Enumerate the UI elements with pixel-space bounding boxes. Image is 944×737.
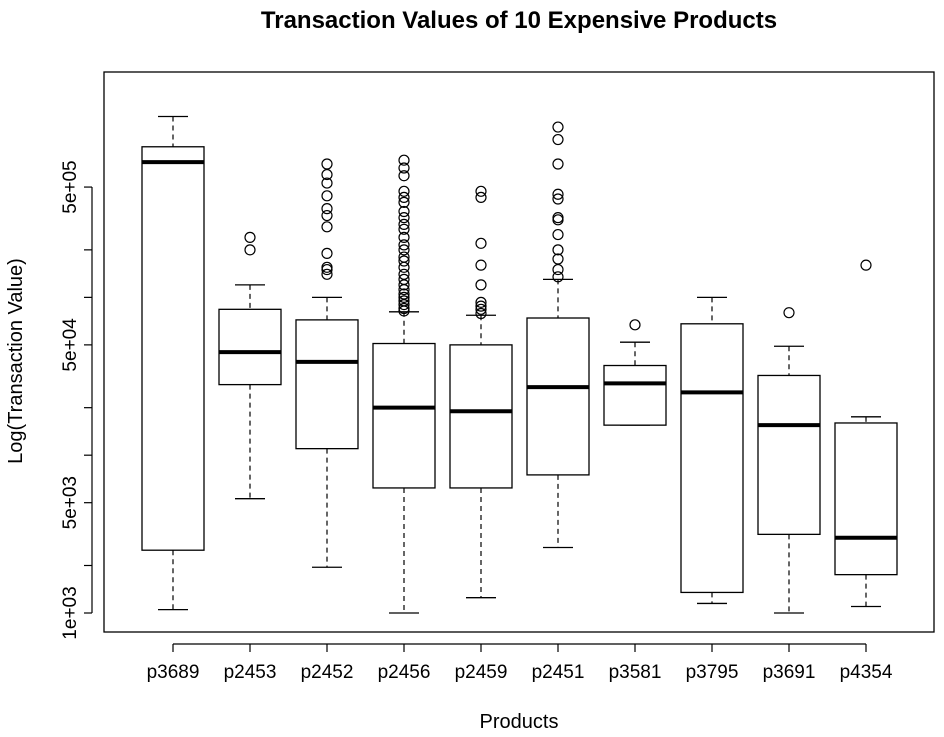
outlier-point (860, 259, 872, 271)
x-tick-label: p2451 (532, 662, 585, 683)
outlier-point (552, 228, 564, 241)
outlier-point (475, 259, 487, 271)
outlier-point (321, 158, 333, 170)
outlier-point (398, 273, 410, 285)
outlier-point (552, 158, 564, 170)
x-axis: p3689 p2453 p2452 p2456 p2459 p2451 p3581 p3795… (147, 643, 893, 683)
outlier-point (398, 205, 410, 218)
outlier-point (552, 188, 564, 200)
outlier-point (321, 221, 333, 233)
outlier-point (398, 212, 410, 224)
outlier-point (398, 302, 410, 315)
outlier-point (321, 261, 333, 273)
box-iqr (218, 308, 282, 386)
box-p3689 (141, 115, 205, 611)
outlier-point (244, 231, 256, 243)
x-tick-label: p2452 (301, 662, 354, 683)
x-tick-label: p3689 (147, 662, 200, 683)
outlier-point (398, 185, 410, 197)
outlier-point (552, 133, 564, 146)
box-p2456 (372, 154, 436, 614)
outlier-point (475, 185, 487, 197)
box-p2451 (526, 121, 590, 549)
outlier-point (321, 268, 333, 280)
outlier-point (321, 203, 333, 215)
outlier-point (398, 231, 410, 243)
outlier-point (552, 121, 564, 133)
box-p3795 (680, 296, 744, 605)
boxes-layer (141, 115, 898, 614)
x-tick-label: p3795 (686, 662, 739, 683)
plot-frame (103, 71, 935, 633)
outlier-point (475, 307, 487, 320)
outlier-point (552, 263, 564, 276)
outlier-point (552, 244, 564, 256)
outlier-point (398, 244, 410, 256)
x-tick-label: p2453 (224, 662, 277, 683)
outlier-point (398, 251, 410, 263)
outlier-point (552, 212, 564, 224)
outlier-point (398, 191, 410, 203)
y-axis-label: Log(Transaction Value) (5, 258, 27, 464)
x-tick-label: p3691 (763, 662, 816, 683)
outlier-point (629, 319, 641, 331)
outlier-point (398, 291, 410, 303)
x-tick-label: p2456 (378, 662, 431, 683)
outlier-point (475, 296, 487, 308)
outlier-point (398, 196, 410, 208)
outlier-point (321, 247, 333, 259)
outlier-point (398, 218, 410, 230)
y-tick-label: 5e+04 (60, 318, 81, 372)
outlier-point (475, 300, 487, 312)
outlier-point (398, 239, 410, 251)
box-iqr (449, 344, 513, 489)
y-tick-label: 5e+05 (60, 160, 81, 213)
outlier-point (475, 191, 487, 203)
box-iqr (526, 317, 590, 476)
outlier-point (398, 162, 410, 174)
x-tick-label: p4354 (840, 662, 893, 683)
outlier-point (475, 237, 487, 249)
outlier-point (552, 253, 564, 265)
box-iqr (603, 364, 667, 426)
outlier-point (244, 244, 256, 256)
box-iqr (834, 422, 898, 576)
box-iqr (757, 374, 821, 536)
x-tick-label: p3581 (609, 662, 662, 683)
outlier-point (321, 190, 333, 202)
box-iqr (680, 323, 744, 594)
box-p2453 (218, 231, 282, 500)
outlier-point (321, 209, 333, 222)
outlier-point (552, 271, 564, 283)
outlier-point (552, 193, 564, 205)
outlier-point (398, 223, 410, 235)
chart-title: Transaction Values of 10 Expensive Produ… (261, 7, 777, 34)
x-tick-label: p2459 (455, 662, 508, 683)
box-p2452 (295, 158, 359, 568)
box-p3581 (603, 319, 667, 426)
box-iqr (372, 342, 436, 489)
outlier-point (398, 295, 410, 307)
box-iqr (295, 319, 359, 450)
y-tick-label: 1e+03 (60, 586, 81, 639)
x-axis-label: Products (480, 711, 559, 733)
y-tick-label: 5e+03 (60, 476, 81, 529)
outlier-point (321, 177, 333, 189)
outlier-point (398, 154, 410, 166)
outlier-point (398, 268, 410, 280)
outlier-point (398, 255, 410, 267)
outlier-point (552, 214, 564, 226)
box-p3691 (757, 307, 821, 614)
box-p2459 (449, 185, 513, 599)
outlier-point (475, 279, 487, 291)
box-iqr (141, 146, 205, 551)
outlier-point (398, 288, 410, 300)
outlier-point (475, 303, 487, 315)
outlier-point (783, 307, 795, 319)
y-axis: 1e+03 5e+03 5e+04 5e+05 (60, 160, 93, 640)
box-p4354 (834, 259, 898, 608)
outlier-point (398, 170, 410, 182)
